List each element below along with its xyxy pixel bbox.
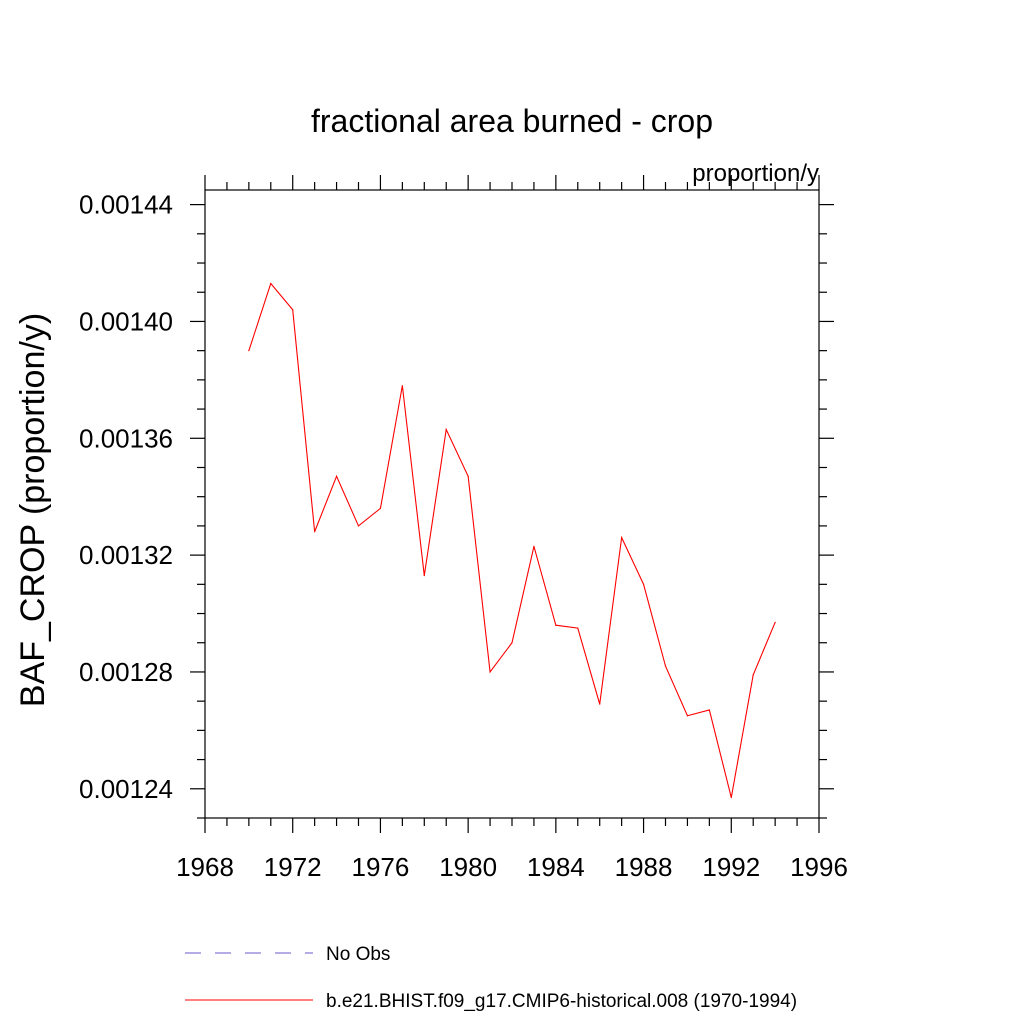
y-tick-label: 0.00132 [79,540,173,570]
data-point [270,282,272,285]
data-point [423,574,425,577]
legend: No Obs b.e21.BHIST.f09_g17.CMIP6-historic… [185,944,797,1012]
data-point [357,525,360,527]
x-tick-label: 1980 [439,852,497,882]
data-point [335,475,338,477]
x-tick-label: 1992 [702,852,760,882]
data-point [314,531,316,533]
data-point [511,642,513,644]
data-point [467,475,469,477]
data-point [555,624,557,626]
x-tick-label: 1972 [264,852,322,882]
data-point [730,796,732,799]
x-tick-label: 1996 [790,852,848,882]
x-tick-label: 1988 [615,852,673,882]
data-point [445,428,447,431]
x-tick-label: 1984 [527,852,585,882]
data-point [752,674,754,676]
x-tick-label: 1968 [176,852,234,882]
data-point [686,715,689,717]
data-point [292,309,294,311]
data-point [401,385,403,387]
y-tick-label: 0.00140 [79,306,173,336]
data-point [708,709,710,711]
data-point [664,665,667,667]
chart-title: fractional area burned - crop [311,103,713,139]
y-axis-label: BAF_CROP (proportion/y) [14,313,52,707]
data-point [533,545,535,547]
data-point [489,671,491,673]
data-point [248,350,250,352]
data-point [577,627,579,629]
series-line-1 [248,282,776,798]
y-tick-label: 0.00136 [79,423,173,453]
plot-frame [204,189,820,819]
legend-label: No Obs [326,944,390,965]
y-tick-label: 0.00128 [79,657,173,687]
data-point [774,621,776,623]
data-point [379,507,382,509]
data-point [621,536,623,539]
data-point [642,583,645,585]
data-series [248,282,776,799]
y-tick-label: 0.00124 [79,774,173,804]
y-tick-label: 0.00144 [79,190,173,220]
axis-ticks: 1968 1972 1976 1980 1984 1988 1992 1996 0.00124 0… [79,175,848,882]
units-label: proportion/y [692,160,819,187]
data-point [599,703,601,705]
legend-label: b.e21.BHIST.f09_g17.CMIP6-historical.008… [326,991,797,1012]
x-tick-label: 1976 [352,852,410,882]
